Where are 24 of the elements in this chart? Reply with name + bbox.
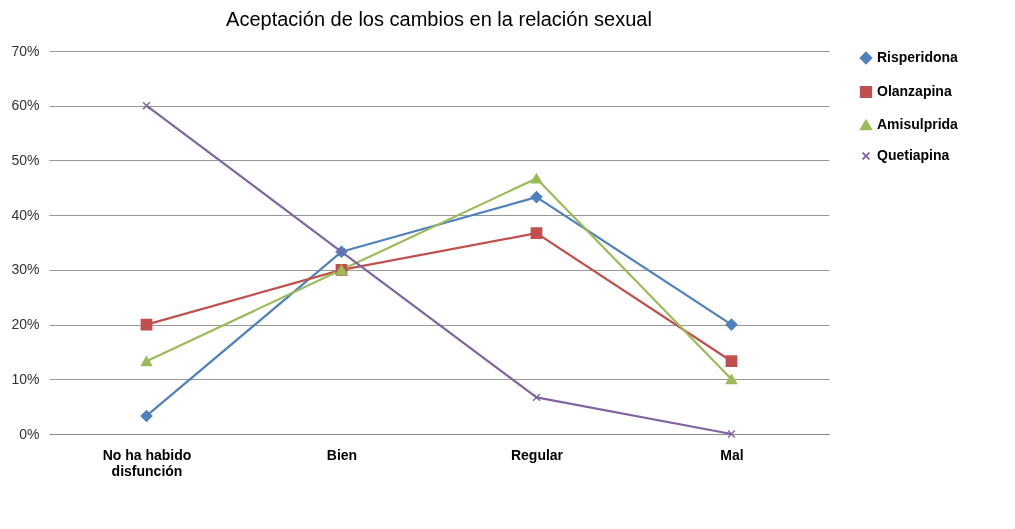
- point: [530, 227, 543, 240]
- point: [140, 409, 153, 422]
- x-tick-label: No ha habido disfunción: [102, 446, 192, 479]
- legend-label: Amisulprida: [877, 116, 959, 132]
- y-tick-label: 50%: [11, 151, 40, 168]
- x-tick-label: Regular: [510, 446, 564, 463]
- y-tick-label: 40%: [11, 206, 40, 223]
- legend-label: Quetiapina: [877, 147, 950, 163]
- y-tick-label: 20%: [11, 316, 40, 333]
- y-tick-label: 0%: [19, 425, 40, 442]
- y-tick-label: 30%: [11, 261, 40, 278]
- chart-title: Aceptación de los cambios en la relación sexual: [226, 8, 652, 30]
- point: [725, 355, 738, 368]
- y-tick-label: 10%: [11, 370, 40, 387]
- x-tick-label: Mal: [720, 446, 744, 463]
- legend-label: Risperidona: [877, 49, 959, 65]
- point: [530, 191, 543, 204]
- point: [142, 101, 151, 110]
- point: [532, 393, 541, 402]
- x-tick-label: Bien: [326, 446, 358, 463]
- point: [727, 429, 736, 439]
- y-tick-label: 70%: [11, 42, 40, 59]
- legend-label: Olanzapina: [877, 83, 952, 99]
- y-tick-label: 60%: [11, 97, 40, 114]
